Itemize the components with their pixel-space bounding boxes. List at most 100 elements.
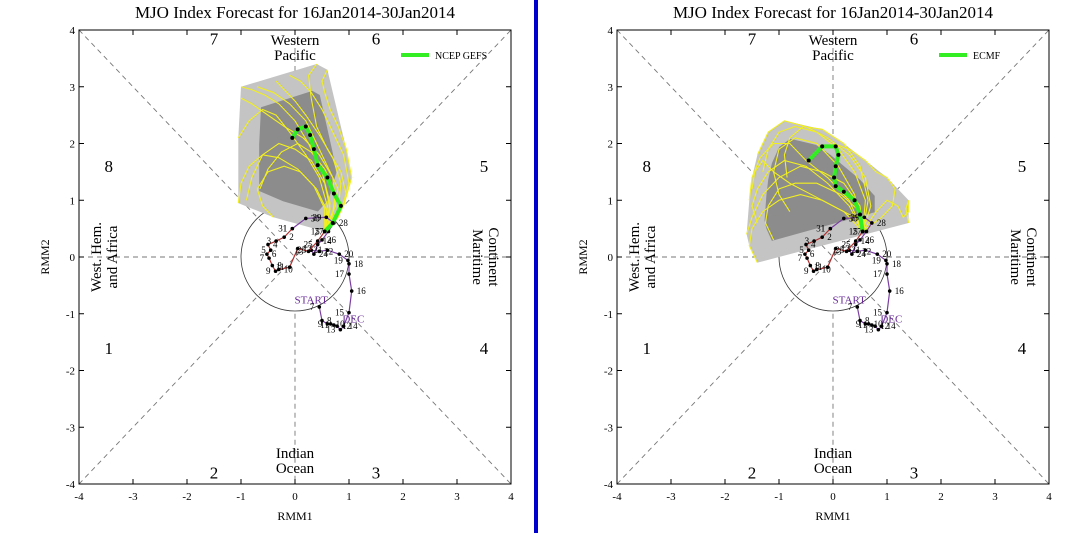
chart-title: MJO Index Forecast for 16Jan2014-30Jan20… [673, 3, 994, 22]
observed-dec-point [875, 252, 880, 256]
observed-dec-point [346, 258, 350, 263]
observed-jan-day-label: 5 [799, 245, 804, 255]
observed-dec-day-label: 29 [850, 212, 860, 222]
region-label-left: and Africa [643, 225, 659, 288]
observed-dec-day-label: 8 [327, 316, 332, 326]
phase-label: 7 [210, 30, 219, 49]
observed-dec-day-label: 12 [342, 321, 351, 331]
observed-dec-day-label: 8 [865, 316, 870, 326]
region-label-top: Western [809, 33, 858, 49]
observed-jan-point [806, 248, 811, 252]
observed-jan-day-label: 11 [276, 262, 285, 272]
observed-jan-day-label: 1 [283, 224, 288, 234]
observed-dec-point [325, 322, 330, 326]
observed-dec-point [332, 323, 336, 327]
member-line [773, 137, 864, 232]
x-tick-label: 0 [292, 491, 298, 503]
observed-dec-day-label: 24 [857, 249, 867, 259]
observed-dec-day-label: 27 [314, 226, 324, 236]
observed-dec-point [858, 318, 862, 323]
phase-label: 4 [1018, 339, 1027, 358]
observed-dec-day-label: 22 [862, 246, 871, 256]
observed-jan-point [270, 263, 275, 268]
observed-jan-point [828, 226, 833, 231]
mean-point [315, 163, 320, 168]
mjo-panel-ecmf: MJO Index Forecast for 16Jan2014-30Jan20… [576, 3, 1052, 523]
x-tick-label: 3 [992, 491, 998, 503]
mean-point [832, 175, 837, 180]
observed-dec-day-label: 9 [318, 319, 323, 329]
observed-dec-day-label: 14 [349, 321, 359, 331]
observed-dec-day-label: 22 [324, 246, 333, 256]
observed-jan-point [815, 267, 819, 272]
observed-dec-day-label: 25 [842, 240, 852, 250]
observed-dec-point [864, 229, 869, 234]
observed-jan-day-label: 7 [260, 253, 265, 263]
observed-dec-point [879, 324, 884, 329]
phase-diagonals [616, 29, 1050, 485]
observed-dec-day-label: 7 [310, 302, 315, 312]
observed-dec-day-label: 16 [895, 286, 905, 296]
member-line [237, 108, 328, 232]
observed-dec-point [884, 258, 888, 263]
observed-jan-day-label: 12 [841, 243, 850, 253]
phase-label: 8 [104, 157, 113, 176]
x-tick-label: -2 [182, 491, 191, 503]
observed-dec-day-label: 15 [335, 308, 345, 318]
y-tick-label: -4 [604, 479, 614, 491]
observed-dec-point [850, 252, 854, 256]
observed-jan-day-label: 9 [266, 266, 271, 276]
y-tick-label: -1 [66, 309, 75, 321]
member-line [321, 69, 353, 232]
y-tick-label: -2 [66, 366, 75, 378]
region-label-top: Western [271, 33, 320, 49]
y-tick-label: -2 [604, 366, 613, 378]
panel-separator [534, 0, 538, 533]
observed-jan-point [268, 248, 273, 252]
observed-jan-point [265, 252, 269, 256]
observed-dec-point [863, 322, 868, 326]
observed-dec-day-label: 31 [816, 224, 825, 234]
observed-dec-day-label: 20 [882, 249, 892, 259]
y-tick-label: 1 [70, 195, 76, 207]
y-tick-label: 4 [608, 25, 614, 37]
mean-point [836, 152, 841, 157]
observed-dec-day-label: 19 [872, 255, 882, 265]
observed-jan-point [287, 265, 292, 270]
legend-label: ECMF [973, 51, 1001, 62]
y-tick-label: -4 [66, 479, 76, 491]
mean-point [325, 175, 330, 180]
observed-jan-day-label: 6 [272, 249, 277, 259]
region-label-bottom: Ocean [276, 461, 315, 477]
observed-dec-day-label: 25 [304, 240, 314, 250]
x-tick-label: -2 [720, 491, 729, 503]
phase-label: 3 [372, 464, 381, 483]
observed-jan-point [277, 267, 281, 272]
mean-point [303, 124, 308, 129]
observed-dec-point [315, 242, 320, 247]
observed-dec-point [312, 252, 316, 256]
y-tick-label: 0 [608, 252, 614, 264]
region-label-right: Maritime [1007, 229, 1023, 285]
chart-title: MJO Index Forecast for 16Jan2014-30Jan20… [135, 3, 456, 22]
diagonal-line [78, 29, 512, 485]
observed-jan-point [290, 226, 295, 231]
ensemble-mean-track [290, 124, 343, 234]
y-tick-label: -3 [66, 422, 76, 434]
x-tick-label: -4 [612, 491, 622, 503]
observed-dec-day-label: 26 [327, 235, 337, 245]
phase-label: 4 [480, 339, 489, 358]
observed-dec-day-label: 21 [313, 245, 322, 255]
start-label: START [833, 295, 867, 307]
member-line [259, 142, 337, 232]
mean-point [308, 132, 313, 137]
observed-jan-point [820, 235, 824, 239]
observed-dec-day-label: 19 [334, 255, 344, 265]
mean-point [852, 198, 857, 203]
observed-jan-day-label: 10 [284, 264, 294, 274]
observed-dec-point [876, 327, 881, 332]
observed-dec-day-label: 27 [852, 226, 862, 236]
member-line [751, 159, 864, 232]
